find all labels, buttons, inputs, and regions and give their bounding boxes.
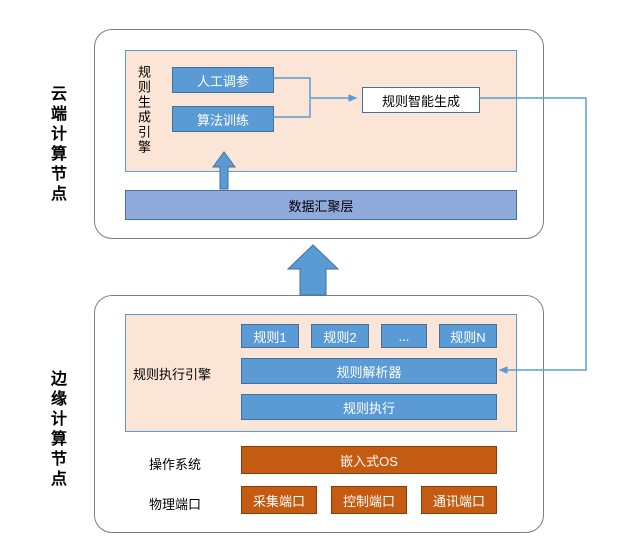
rule-n-box: 规则N: [439, 324, 497, 348]
cloud-panel: 规则生成引擎 人工调参 算法训练 规则智能生成 数据汇聚层: [94, 29, 544, 239]
data-aggregation-box: 数据汇聚层: [125, 190, 517, 220]
port-control-box: 控制端口: [331, 486, 407, 514]
rule-smart-gen-box: 规则智能生成: [362, 87, 480, 113]
algo-train-box: 算法训练: [172, 106, 274, 132]
edge-panel: 规则执行引擎 规则1 规则2 ... 规则N 规则解析器 规则执行 操作系统 嵌…: [94, 295, 544, 533]
rule-exec-engine-label: 规则执行引擎: [133, 364, 211, 383]
port-collect-box: 采集端口: [241, 486, 317, 514]
embedded-os-box: 嵌入式OS: [241, 446, 497, 474]
edge-title: 边缘计算节点: [44, 370, 68, 490]
rule-1-box: 规则1: [241, 324, 299, 348]
rule-2-box: 规则2: [311, 324, 369, 348]
port-label: 物理端口: [149, 494, 201, 513]
cloud-title: 云端计算节点: [44, 85, 68, 205]
rule-gen-engine-panel: 规则生成引擎 人工调参 算法训练 规则智能生成: [125, 50, 517, 172]
manual-tune-box: 人工调参: [172, 67, 274, 93]
diagram-root: 云端计算节点 规则生成引擎 人工调参 算法训练 规则智能生成 数据汇聚层 边缘计…: [0, 0, 634, 547]
big-up-arrow: [288, 245, 338, 295]
rule-gen-engine-label: 规则生成引擎: [134, 65, 153, 155]
rule-dots-box: ...: [381, 324, 427, 348]
rule-parser-box: 规则解析器: [241, 358, 497, 384]
os-label: 操作系统: [149, 454, 201, 473]
port-comm-box: 通讯端口: [421, 486, 497, 514]
rule-exec-box: 规则执行: [241, 394, 497, 420]
